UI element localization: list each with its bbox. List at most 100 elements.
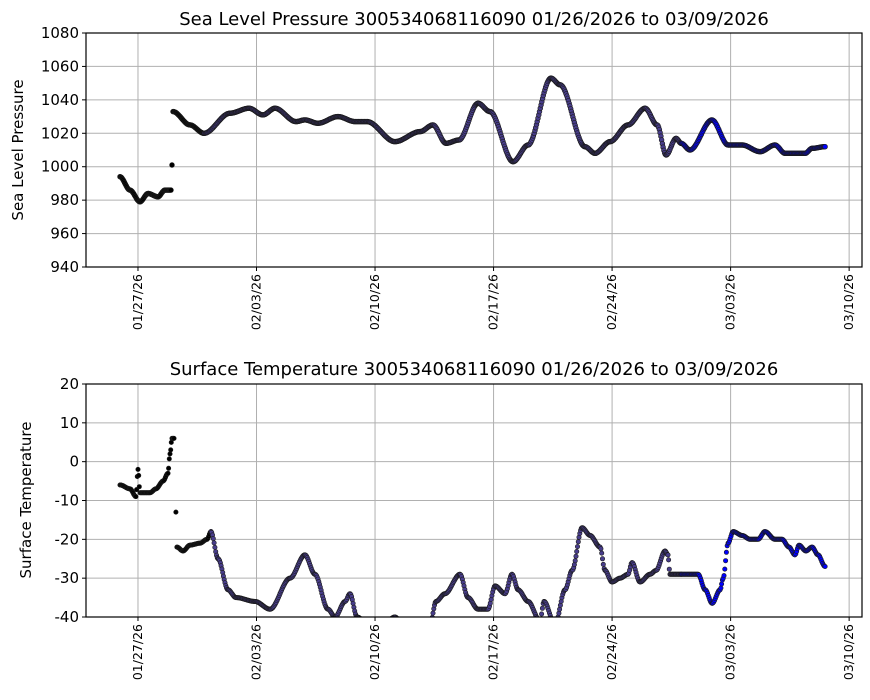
temperature-data-point [386, 620, 390, 624]
temperature-data-point [384, 623, 388, 627]
temperature-data-point [384, 622, 388, 626]
temperature-data-point [171, 435, 177, 441]
temperature-data-point [396, 618, 400, 622]
temperature-data-point [418, 638, 422, 642]
temperature-y-tick-label: -40 [55, 608, 80, 626]
temperature-data-point [166, 465, 172, 471]
temperature-data-point [423, 629, 427, 633]
temperature-y-tick-label: -20 [55, 530, 80, 548]
temperature-chart: Surface Temperature 300534068116090 01/2… [17, 359, 863, 680]
pressure-x-tick-label: 02/03/26 [249, 274, 264, 330]
temperature-data-point [722, 566, 728, 572]
pressure-x-tick-label: 01/27/26 [130, 274, 145, 330]
temperature-y-axis-label: Surface Temperature [17, 422, 35, 579]
temperature-data-point [534, 615, 540, 617]
temperature-data-point [822, 563, 828, 569]
temperature-data-point [166, 456, 172, 462]
temperature-data-point [551, 621, 555, 625]
temperature-x-tick-label: 02/17/26 [486, 624, 501, 680]
temperature-data-point [723, 558, 729, 564]
temperature-data-point [387, 618, 391, 622]
temperature-data-point [409, 631, 413, 635]
pressure-y-tick-label: 1020 [41, 124, 79, 142]
temperature-data-point [402, 621, 406, 625]
temperature-data-point [550, 618, 554, 622]
temperature-data-point [419, 638, 423, 642]
temperature-data-point [600, 561, 606, 567]
temperature-data-point [554, 620, 558, 624]
temperature-data-point [412, 634, 416, 638]
temperature-data-point [721, 573, 727, 579]
temperature-data-point [426, 624, 430, 628]
pressure-chart: Sea Level Pressure 300534068116090 01/26… [9, 9, 863, 330]
temperature-x-tick-label: 03/03/26 [723, 624, 738, 680]
temperature-y-tick-label: 10 [60, 414, 79, 432]
temperature-data-point [428, 623, 432, 627]
temperature-data-point [359, 616, 362, 617]
temperature-data-point [403, 622, 407, 626]
temperature-data-point [553, 623, 557, 627]
temperature-data-point [718, 585, 724, 591]
temperature-y-tick-label: 20 [60, 375, 79, 393]
temperature-data-point [387, 619, 391, 623]
temperature-data-point [211, 540, 217, 546]
temperature-data-point [414, 636, 418, 640]
temperature-data-point [423, 631, 427, 635]
pressure-y-tick-label: 980 [50, 191, 79, 209]
pressure-data-point [168, 187, 174, 193]
temperature-data-point [362, 621, 366, 625]
temperature-data-point [168, 447, 174, 453]
pressure-y-tick-label: 960 [50, 225, 79, 243]
temperature-axes-frame [85, 383, 863, 618]
temperature-data-point [665, 552, 671, 558]
pressure-x-tick-label: 03/10/26 [841, 274, 856, 330]
temperature-data-point [552, 622, 556, 626]
temperature-data-point [399, 619, 403, 623]
temperature-data-point [413, 635, 417, 639]
pressure-axes-frame [85, 32, 863, 268]
temperature-data-point [359, 618, 363, 622]
temperature-data-point [599, 550, 605, 556]
temperature-data-point [210, 536, 216, 542]
temperature-data-point [666, 566, 672, 572]
pressure-chart-title: Sea Level Pressure 300534068116090 01/26… [179, 9, 769, 30]
temperature-data-point [537, 619, 541, 623]
temperature-data-point [167, 451, 173, 457]
temperature-data-point [404, 623, 408, 627]
temperature-x-tick-label: 02/03/26 [249, 624, 264, 680]
temperature-data-point [407, 627, 411, 631]
temperature-data-point [415, 637, 419, 641]
temperature-data-point [539, 611, 545, 617]
pressure-x-tick-label: 02/24/26 [604, 274, 619, 330]
temperature-data-point [666, 557, 672, 563]
pressure-x-tick-label: 02/10/26 [367, 274, 382, 330]
temperature-data-point [361, 620, 365, 624]
temperature-data-point [573, 553, 579, 559]
temperature-data-point [388, 617, 392, 621]
pressure-y-tick-label: 1040 [41, 91, 79, 109]
temperature-data-point [411, 633, 415, 637]
temperature-chart-title: Surface Temperature 300534068116090 01/2… [170, 359, 779, 380]
temperature-data-point [575, 539, 581, 545]
temperature-data-point [173, 509, 179, 515]
temperature-data-point [723, 549, 729, 555]
temperature-data-point [539, 605, 545, 611]
temperature-data-point [406, 625, 410, 629]
temperature-data-point [406, 626, 410, 630]
pressure-data-point [169, 162, 175, 168]
temperature-data-point [397, 616, 399, 617]
pressure-data-point [822, 144, 828, 150]
temperature-data-point [430, 610, 436, 616]
temperature-x-tick-label: 02/24/26 [604, 624, 619, 680]
temperature-data-point [536, 618, 540, 622]
temperature-data-point [408, 628, 412, 632]
temperature-data-point [551, 620, 555, 624]
pressure-y-tick-label: 1000 [41, 158, 79, 176]
temperature-data-point [401, 620, 405, 624]
temperature-data-point [420, 636, 424, 640]
temperature-y-tick-label: 0 [69, 453, 79, 471]
temperature-data-point [429, 619, 433, 623]
pressure-y-tick-label: 1080 [41, 24, 79, 42]
temperature-data-point [382, 626, 386, 630]
